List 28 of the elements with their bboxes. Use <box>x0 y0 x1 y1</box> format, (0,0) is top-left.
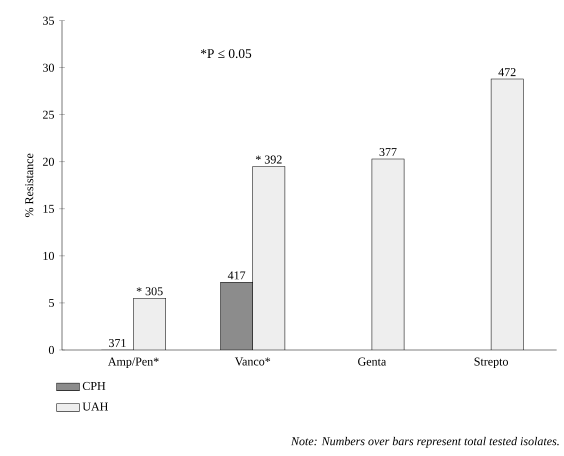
y-tick-label: 10 <box>43 252 54 260</box>
y-tick-label: 5 <box>49 298 54 307</box>
y-tick-label: 25 <box>42 110 54 119</box>
annotation: 377 <box>380 148 397 156</box>
text: Note: Numbers over bars represent total tested isolates. <box>290 436 559 448</box>
legend-label: UAH <box>82 402 108 411</box>
bar <box>372 158 404 350</box>
annotation: 472 <box>498 68 516 76</box>
y-tick-label: 30 <box>43 64 54 72</box>
annotation: * 305 <box>136 287 163 296</box>
x-tick-label: Vanco* <box>234 358 270 366</box>
x-tick-label: Strepto <box>474 358 508 368</box>
annotation: *P ≤ 0.05 <box>200 49 252 58</box>
bar <box>134 298 166 350</box>
y-tick-label: 35 <box>43 16 54 25</box>
x-tick-label: Amp/Pen* <box>108 358 159 368</box>
y-tick-label: 0 <box>48 346 54 354</box>
bar <box>252 166 285 350</box>
y-axis-title: % Resistance <box>25 154 34 218</box>
bar <box>490 78 524 350</box>
annotation: 371 <box>108 338 126 348</box>
annotation: * 392 <box>256 156 282 164</box>
y-tick-label: 15 <box>43 204 54 213</box>
legend-label: CPH <box>82 382 106 390</box>
x-tick-label: Genta <box>358 358 386 366</box>
annotation: 417 <box>228 271 246 280</box>
y-tick-label: 20 <box>42 158 54 166</box>
bar <box>220 282 253 350</box>
